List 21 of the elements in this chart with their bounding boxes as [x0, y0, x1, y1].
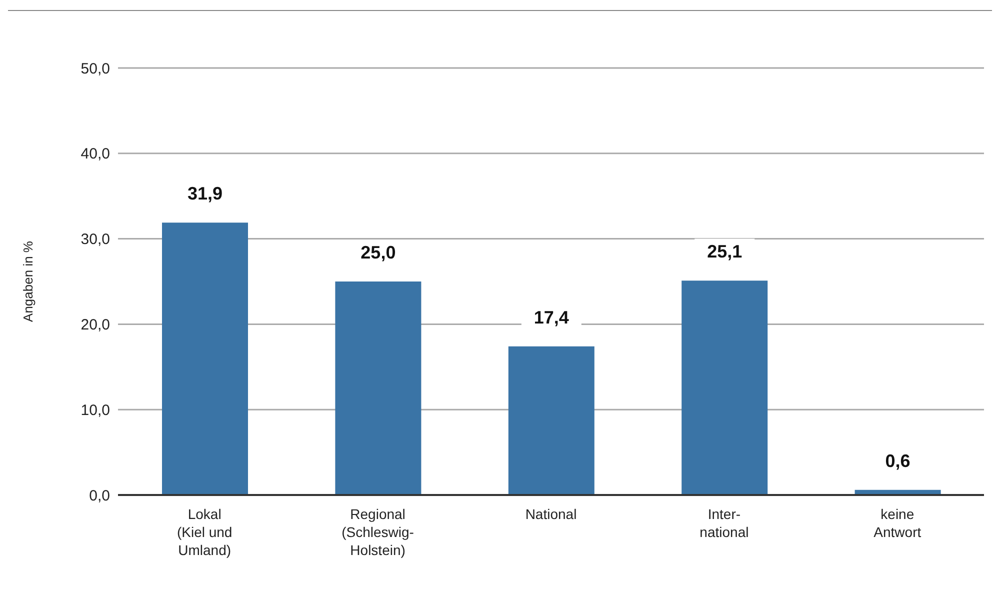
bar [682, 280, 768, 495]
bar [508, 346, 594, 495]
data-label: 31,9 [187, 184, 223, 204]
x-tick-label: Inter- national [700, 506, 749, 540]
y-tick-label: 0,0 [89, 487, 110, 504]
x-tick-label: National [525, 506, 577, 522]
data-label: 17,4 [534, 307, 569, 328]
y-tick-label: 40,0 [80, 146, 110, 163]
y-axis-title: Angaben in % [20, 240, 36, 322]
bar [162, 222, 248, 495]
data-label: 25,1 [707, 242, 742, 262]
data-label: 25,0 [360, 242, 396, 262]
bar [335, 282, 422, 495]
x-tick-label: Regional (Schleswig- Holstein) [342, 506, 414, 558]
data-label: 0,6 [885, 450, 910, 471]
x-tick-label: Lokal (Kiel und Umland) [176, 506, 232, 558]
y-tick-label: 10,0 [80, 402, 110, 419]
y-tick-label: 50,0 [80, 60, 110, 78]
y-tick-label: 20,0 [80, 316, 110, 334]
y-tick-label: 30,0 [80, 231, 110, 248]
x-tick-label: keine Antwort [874, 506, 922, 540]
